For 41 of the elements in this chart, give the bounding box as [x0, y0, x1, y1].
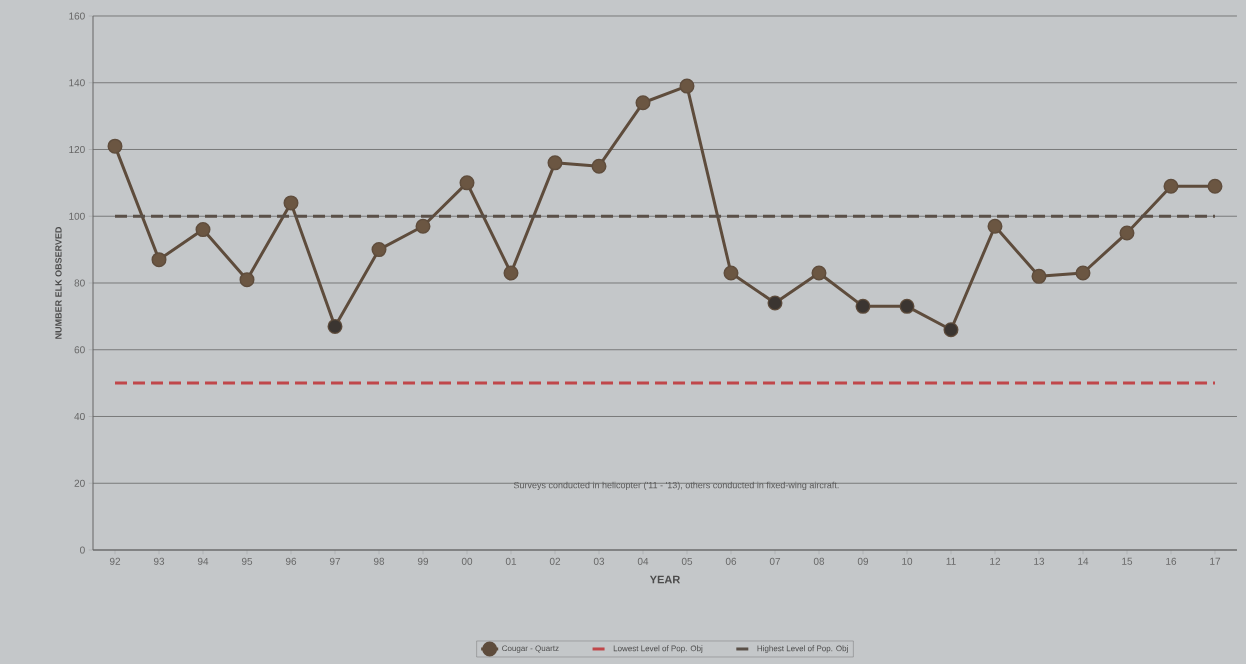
x-axis-title: YEAR — [649, 575, 681, 584]
legend-label: Highest Level of Pop. Obj — [757, 645, 848, 653]
x-tick-label: 00 — [461, 557, 473, 565]
y-tick-label: 120 — [69, 145, 85, 154]
x-tick-label: 92 — [109, 557, 121, 565]
annotation: Surveys conducted in helicopter ('11 - '13), others conducted in fixed-wing aircraft. — [513, 481, 839, 491]
y-tick-label: 80 — [74, 279, 85, 287]
x-tick-label: 15 — [1122, 557, 1133, 565]
x-tick-label: 06 — [725, 557, 737, 565]
y-tick-label: 140 — [69, 79, 85, 87]
x-tick-label: 93 — [153, 557, 165, 565]
x-tick-label: 01 — [505, 557, 517, 565]
x-tick-label: 04 — [637, 557, 649, 565]
x-tick-label: 02 — [549, 557, 561, 565]
x-tick-label: 98 — [373, 557, 385, 565]
y-tick-label: 160 — [69, 12, 85, 20]
x-tick-label: 16 — [1166, 557, 1177, 565]
x-tick-label: 11 — [946, 557, 956, 565]
legend-label: Cougar - Quartz — [502, 645, 559, 653]
x-tick-label: 03 — [593, 557, 605, 565]
x-tick-label: 09 — [857, 557, 869, 565]
x-tick-label: 12 — [990, 557, 1001, 565]
x-tick-label: 10 — [902, 557, 913, 565]
x-tick-label: 07 — [769, 557, 781, 565]
y-axis-title: NUMBER ELK OBSERVED — [55, 226, 62, 339]
x-tick-label: 97 — [329, 557, 341, 565]
x-tick-label: 14 — [1078, 557, 1089, 565]
y-tick-label: 100 — [69, 212, 85, 220]
x-tick-label: 08 — [813, 557, 825, 565]
y-tick-label: 20 — [74, 479, 85, 487]
x-tick-label: 13 — [1034, 557, 1045, 565]
y-tick-label: 60 — [74, 346, 85, 354]
y-tick-label: 0 — [80, 546, 85, 554]
y-tick-label: 40 — [74, 412, 85, 421]
legend-label: Lowest Level of Pop. Obj — [613, 645, 703, 653]
x-tick-label: 17 — [1210, 557, 1221, 565]
x-tick-label: 05 — [681, 557, 693, 565]
x-tick-label: 99 — [417, 557, 429, 565]
x-tick-label: 95 — [241, 557, 253, 565]
x-tick-label: 94 — [197, 557, 209, 565]
x-tick-label: 96 — [285, 557, 297, 565]
